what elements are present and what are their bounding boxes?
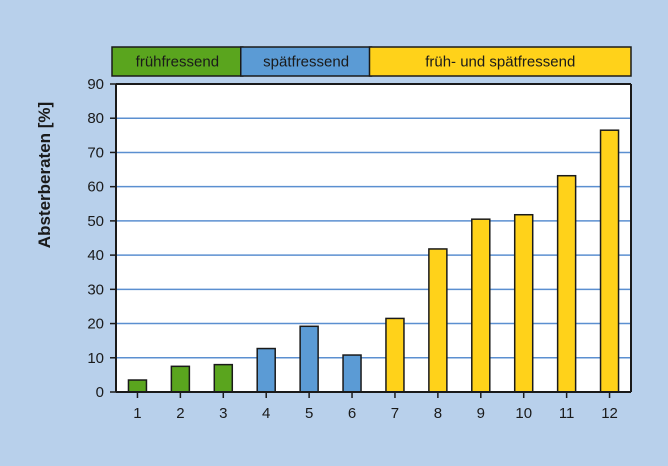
bars (127, 129, 620, 393)
x-tick-label: 3 (219, 405, 227, 422)
y-tick-label: 70 (87, 144, 104, 161)
x-tick-label: 6 (348, 405, 356, 422)
x-tick-label: 10 (515, 405, 532, 422)
x-tick-label: 2 (176, 405, 184, 422)
bar-7 (385, 317, 405, 393)
y-tick-label: 90 (87, 76, 104, 93)
y-tick-label: 20 (87, 316, 104, 333)
x-tick-label: 1 (133, 405, 141, 422)
bar-2 (170, 365, 191, 393)
legend-item: frühfressend (111, 46, 244, 77)
y-tick-label: 40 (87, 247, 104, 264)
y-tick-label: 60 (87, 179, 104, 196)
bar-1 (127, 379, 148, 393)
y-tick-label: 80 (87, 110, 104, 127)
bar-3 (213, 363, 234, 393)
x-tick-label: 11 (559, 405, 575, 422)
legend-label: spätfressend (263, 54, 349, 71)
legend-item: spätfressend (240, 46, 373, 77)
x-tick-label: 9 (477, 405, 485, 422)
legend-label: früh- und spätfressend (425, 54, 575, 71)
bar-11 (556, 174, 577, 393)
y-tick-label: 30 (87, 281, 104, 298)
legend-swatch (368, 46, 632, 77)
plot-area (116, 84, 631, 392)
legend-swatch (111, 46, 244, 77)
bar-6 (342, 354, 362, 393)
legend-item: früh- und spätfressend (368, 46, 632, 77)
x-tick-label: 5 (305, 405, 313, 422)
x-tick-label: 12 (601, 405, 618, 422)
legend-swatch (240, 46, 373, 77)
bar-9 (471, 218, 491, 393)
x-tick-label: 7 (391, 405, 399, 422)
bar-12 (599, 129, 620, 393)
legend-label: frühfressend (136, 54, 219, 71)
y-tick-label: 0 (96, 384, 104, 401)
legend: frühfressend spätfressend früh- und spätfr… (111, 46, 632, 77)
y-axis-label: Absterberaten [%] (35, 102, 54, 248)
y-tick-label: 50 (87, 213, 104, 230)
bar-10 (513, 213, 534, 393)
gridlines (116, 117, 631, 359)
x-tick-label: 4 (262, 405, 270, 422)
bar-5 (299, 325, 319, 393)
bar-4 (256, 347, 276, 393)
x-tick-label: 8 (434, 405, 442, 422)
bar-8 (428, 248, 448, 393)
y-tick-label: 10 (87, 350, 104, 367)
